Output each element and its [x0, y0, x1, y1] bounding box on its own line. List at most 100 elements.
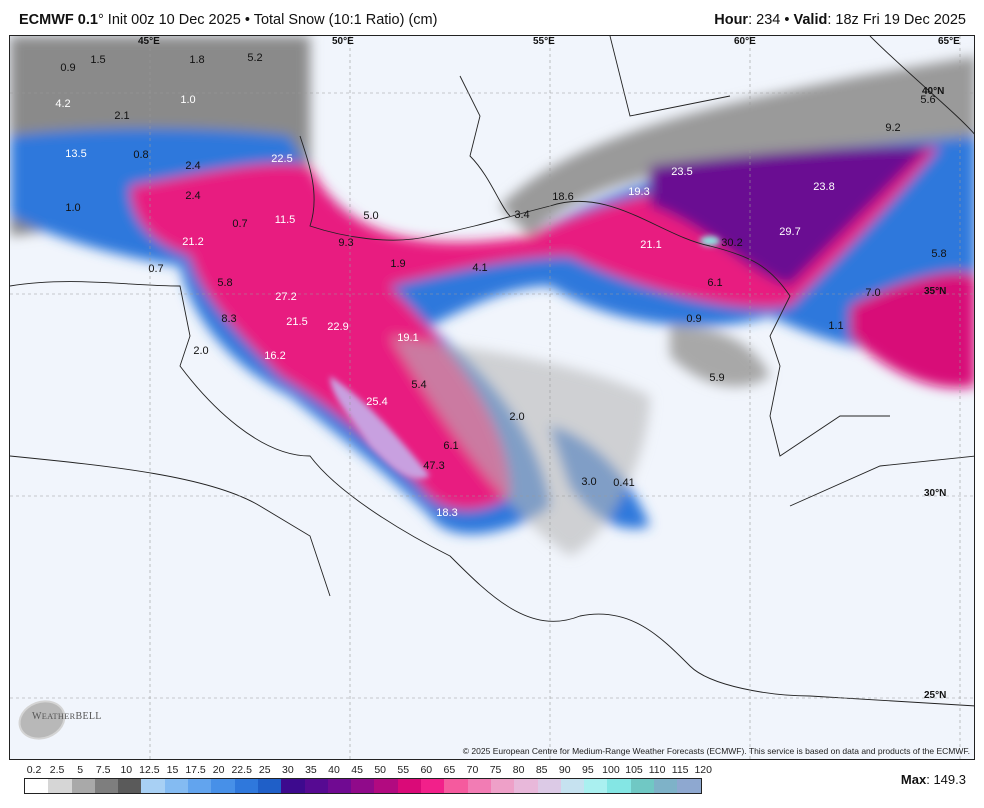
- snowfall-field: [10, 36, 974, 759]
- latitude-label: 35°N: [924, 286, 947, 297]
- colorbar-swatch: [234, 779, 258, 793]
- snow-total-label: 18.6: [552, 191, 574, 203]
- forecast-hour: 234: [756, 12, 781, 28]
- colorbar-swatch: [118, 779, 142, 793]
- snow-total-label: 25.4: [366, 396, 388, 408]
- colorbar-tick: 22.5: [231, 764, 252, 776]
- snow-total-label: 9.3: [338, 237, 354, 249]
- colorbar-swatch: [304, 779, 328, 793]
- colorbar-tick: 10: [120, 764, 133, 776]
- snow-total-label: 1.9: [390, 258, 406, 270]
- snow-total-label: 0.41: [613, 477, 635, 489]
- snow-total-label: 21.5: [286, 316, 308, 328]
- colorbar-swatch: [71, 779, 95, 793]
- colorbar-swatch: [48, 779, 72, 793]
- colorbar-swatch: [257, 779, 282, 793]
- colorbar-swatch: [374, 779, 398, 793]
- snow-total-label: 29.7: [779, 226, 801, 238]
- colorbar-tick: 85: [535, 764, 548, 776]
- model-name: ECMWF 0.1: [19, 12, 98, 28]
- colorbar-tick: 35: [305, 764, 317, 776]
- snow-total-label: 5.9: [709, 372, 725, 384]
- colorbar: [24, 778, 702, 794]
- snow-total-label: 5.6: [920, 94, 936, 106]
- snow-total-label: 11.5: [274, 214, 296, 226]
- borders: [10, 36, 974, 707]
- snow-total-label: 5.8: [217, 277, 233, 289]
- snow-total-label: 19.3: [628, 186, 650, 198]
- snow-total-label: 2.0: [193, 345, 209, 357]
- longitude-label: 55°E: [533, 36, 555, 47]
- snow-total-label: 9.2: [885, 122, 901, 134]
- snow-total-label: 16.2: [264, 350, 286, 362]
- valid-time-info: Hour: 234 • Valid: 18z Fri 19 Dec 2025: [714, 12, 966, 28]
- colorbar-swatch: [654, 779, 678, 793]
- colorbar-tick: 70: [466, 764, 479, 776]
- colorbar-tick: 5: [77, 764, 84, 776]
- colorbar-tick: 45: [351, 764, 363, 776]
- colorbar-tick: 60: [420, 764, 433, 776]
- valid-time: 18z Fri 19 Dec 2025: [835, 12, 966, 28]
- snow-total-label: 23.8: [813, 181, 835, 193]
- colorbar-swatch: [211, 779, 235, 793]
- graticule: [10, 36, 974, 759]
- snow-total-label: 3.4: [514, 209, 530, 221]
- colorbar-tick: 75: [489, 764, 502, 776]
- colorbar-swatch: [467, 779, 491, 793]
- colorbar-tick: 25: [258, 764, 271, 776]
- colorbar-swatch: [584, 779, 608, 793]
- snow-total-label: 0.7: [148, 263, 164, 275]
- snow-total-label: 0.7: [232, 218, 248, 230]
- colorbar-swatch: [490, 779, 515, 793]
- snow-total-label: 5.4: [411, 379, 427, 391]
- colorbar-swatch: [560, 779, 585, 793]
- longitude-label: 60°E: [734, 36, 756, 47]
- colorbar-tick: 12.5: [139, 764, 160, 776]
- colorbar-tick: 90: [558, 764, 571, 776]
- copyright-notice: © 2025 European Centre for Medium-Range …: [462, 746, 970, 756]
- snow-total-label: 5.2: [247, 52, 263, 64]
- snow-total-label: 21.2: [182, 236, 204, 248]
- latitude-label: 25°N: [924, 690, 947, 701]
- colorbar-tick: 55: [397, 764, 410, 776]
- snow-total-label: 47.3: [423, 460, 445, 472]
- snow-total-label: 4.2: [55, 98, 71, 110]
- colorbar-swatch: [444, 779, 468, 793]
- snow-total-label: 6.1: [443, 440, 459, 452]
- longitude-label: 65°E: [938, 36, 960, 47]
- colorbar-swatch: [188, 779, 212, 793]
- colorbar-swatch: [537, 779, 561, 793]
- colorbar-swatch: [630, 779, 655, 793]
- snow-total-label: 0.9: [60, 62, 76, 74]
- colorbar-swatch: [25, 779, 49, 793]
- colorbar-swatch: [94, 779, 119, 793]
- colorbar-tick: 110: [648, 764, 666, 776]
- colorbar-tick: 20: [212, 764, 225, 776]
- snow-total-label: 13.5: [65, 148, 87, 160]
- snow-total-label: 5.8: [931, 248, 947, 260]
- snow-total-label: 27.2: [275, 291, 297, 303]
- colorbar-swatch: [397, 779, 422, 793]
- snow-total-label: 3.0: [581, 476, 597, 488]
- colorbar-swatch: [677, 779, 701, 793]
- colorbar-tick: 95: [582, 764, 594, 776]
- colorbar-tick: 17.5: [185, 764, 206, 776]
- snow-total-label: 2.0: [509, 411, 525, 423]
- latitude-label: 40°N: [922, 86, 945, 97]
- snow-total-label: 1.0: [180, 94, 196, 106]
- colorbar-tick: 7.5: [95, 764, 111, 776]
- max-value: Max: 149.3: [900, 772, 966, 787]
- snow-total-label: 4.1: [472, 262, 488, 274]
- colorbar-swatch: [351, 779, 375, 793]
- colorbar-tick: 65: [443, 764, 456, 776]
- snow-total-label: 1.0: [65, 202, 81, 214]
- colorbar-tick: 105: [625, 764, 643, 776]
- colorbar-tick: 0.2: [26, 764, 42, 776]
- colorbar-ticks: 0.2 2.5 5 7.5 10 12.5 15 17.5 20 22.5 25 30 35 40 45 50…: [24, 764, 724, 776]
- latitude-label: 30°N: [924, 488, 947, 499]
- snow-total-label: 2.1: [114, 110, 130, 122]
- colorbar-tick: 100: [602, 764, 620, 776]
- snow-total-label: 0.8: [133, 149, 149, 161]
- snow-total-label: 30.2: [721, 237, 743, 249]
- colorbar-swatch: [141, 779, 165, 793]
